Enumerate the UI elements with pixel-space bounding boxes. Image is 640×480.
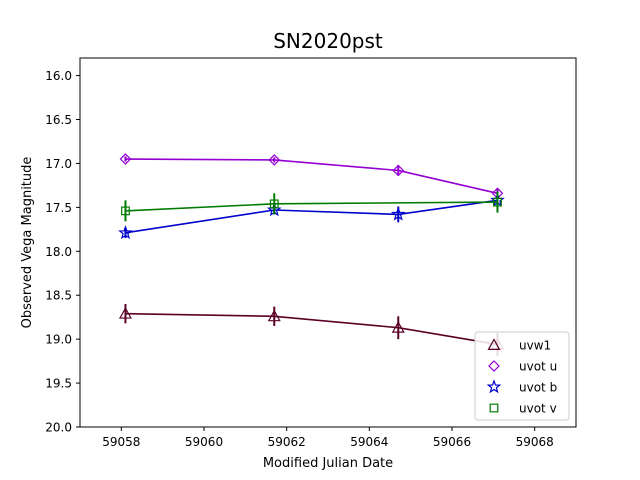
- data-point: [493, 197, 502, 207]
- y-tick-label: 19.5: [45, 377, 72, 391]
- series-uvot-v: [121, 191, 502, 222]
- y-axis: 16.0 16.5 17.0 17.5 18.0 18.5 19.0 19.5 20.0: [45, 69, 80, 435]
- data-point: [118, 306, 132, 319]
- legend-box: [474, 331, 570, 421]
- x-tick-label: 59058: [102, 435, 140, 449]
- y-tick-label: 18.5: [45, 289, 72, 303]
- data-point: [390, 206, 406, 221]
- y-tick-label: 20.0: [45, 421, 72, 435]
- series-uvot-b: [118, 192, 505, 240]
- data-point: [392, 164, 405, 177]
- legend-label: uvot v: [519, 402, 557, 416]
- y-tick-label: 16.5: [45, 113, 72, 127]
- series-uvw1: [118, 304, 504, 356]
- x-tick-label: 59068: [516, 435, 554, 449]
- data-point: [118, 225, 133, 240]
- y-tick-label: 17.5: [45, 201, 72, 215]
- data-point: [121, 206, 130, 216]
- data-point: [268, 154, 281, 166]
- y-tick-label: 17.0: [45, 157, 72, 171]
- y-tick-label: 18.0: [45, 245, 72, 259]
- series-line: [125, 201, 498, 212]
- plot-area: [118, 153, 505, 356]
- legend-label: uvw1: [519, 339, 551, 353]
- x-axis-label: Modified Julian Date: [263, 456, 393, 471]
- data-point: [269, 199, 279, 209]
- data-point: [391, 320, 405, 333]
- legend-marker: [488, 360, 500, 372]
- legend-item: uvot u: [488, 360, 557, 374]
- y-tick-label: 19.0: [45, 333, 72, 347]
- x-tick-label: 59062: [268, 435, 306, 449]
- y-axis-label: Observed Vega Magnitude: [20, 157, 35, 329]
- legend-marker: [489, 403, 499, 413]
- legend-label: uvot u: [519, 360, 557, 374]
- x-axis: 59058 59060 59062 59064 59066 59068: [102, 427, 554, 449]
- data-point: [267, 309, 281, 322]
- legend-marker: [487, 338, 501, 350]
- legend-item: uvot v: [489, 402, 557, 416]
- chart-title: SN2020pst: [273, 29, 383, 53]
- legend-marker: [486, 379, 502, 394]
- series-line: [125, 158, 498, 195]
- series-line: [125, 312, 498, 346]
- legend-item: uvw1: [487, 338, 551, 353]
- data-point: [119, 153, 132, 165]
- series-line: [125, 199, 498, 234]
- x-tick-label: 59064: [350, 435, 388, 449]
- legend-label: uvot b: [519, 381, 557, 395]
- x-tick-label: 59066: [433, 435, 471, 449]
- legend: uvw1 uvot u uvot b uvot v: [474, 331, 570, 421]
- series-uvot-u: [119, 153, 504, 200]
- y-tick-label: 16.0: [45, 69, 72, 83]
- legend-item: uvot b: [486, 379, 557, 395]
- x-tick-label: 59060: [185, 435, 223, 449]
- plot-frame: [79, 57, 577, 428]
